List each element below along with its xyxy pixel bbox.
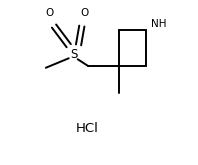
Text: O: O [45,8,53,18]
Text: O: O [80,8,88,18]
Text: HCl: HCl [76,122,99,135]
Text: S: S [70,48,77,61]
Text: NH: NH [150,19,166,29]
